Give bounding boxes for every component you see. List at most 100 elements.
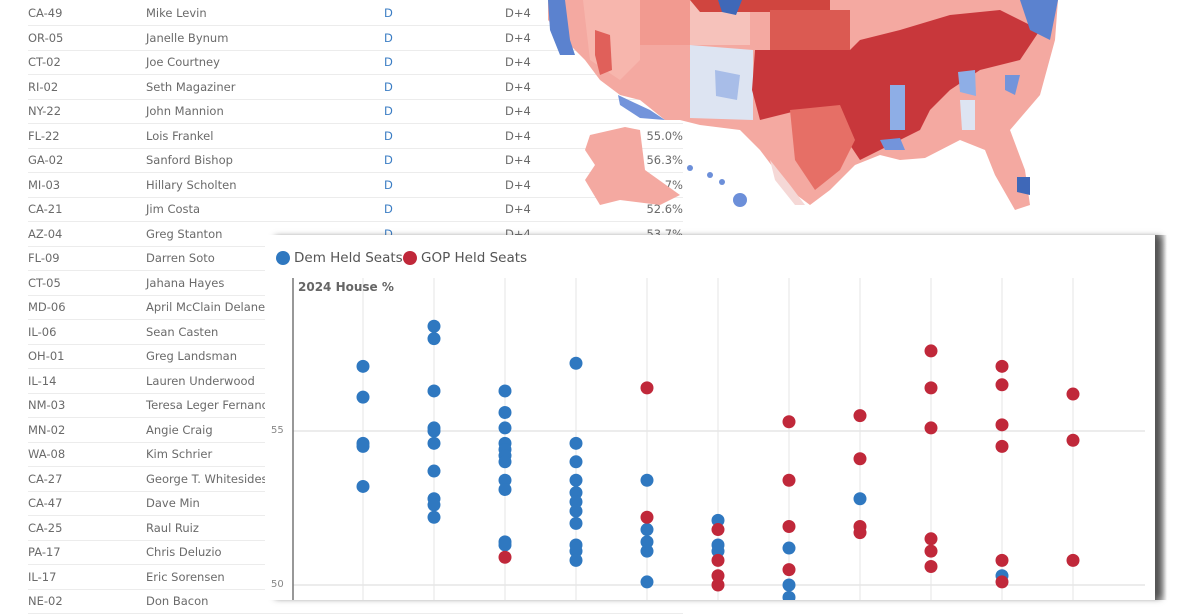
map-atlanta-blue: [958, 70, 976, 96]
legend-item-gop[interactable]: GOP Held Seats: [403, 250, 527, 266]
gop-data-point[interactable]: [711, 523, 725, 537]
gop-data-point[interactable]: [711, 578, 725, 592]
map-alaska: [585, 127, 680, 205]
gop-data-point[interactable]: [640, 381, 654, 395]
rating-cell: D+4: [505, 79, 531, 94]
gop-data-point[interactable]: [995, 378, 1009, 392]
table-row[interactable]: OR-05 Janelle Bynum D D+4: [28, 26, 683, 51]
dem-data-point[interactable]: [427, 436, 441, 450]
chart-panel: Dem Held Seats GOP Held Seats 2024 House…: [265, 235, 1155, 600]
dem-data-point[interactable]: [853, 492, 867, 506]
dem-data-point[interactable]: [569, 356, 583, 370]
gop-data-point[interactable]: [1066, 553, 1080, 567]
dem-data-point[interactable]: [498, 538, 512, 552]
dem-data-point[interactable]: [569, 455, 583, 469]
gop-data-point[interactable]: [924, 421, 938, 435]
map-louisiana-blue: [880, 138, 905, 150]
gop-data-point[interactable]: [995, 359, 1009, 373]
gop-data-point[interactable]: [640, 510, 654, 524]
dem-data-point[interactable]: [640, 575, 654, 589]
dem-data-point[interactable]: [640, 523, 654, 537]
dem-data-point[interactable]: [427, 319, 441, 333]
name-cell: Dave Min: [146, 496, 200, 510]
table-row[interactable]: NY-22 John Mannion D D+4: [28, 99, 683, 124]
gop-data-point[interactable]: [711, 569, 725, 583]
gop-data-point[interactable]: [853, 409, 867, 423]
table-row[interactable]: GA-02 Sanford Bishop D D+4 56.3%: [28, 148, 683, 173]
gop-data-point[interactable]: [995, 553, 1009, 567]
panel-shadow: [1155, 235, 1167, 600]
gop-data-point[interactable]: [995, 418, 1009, 432]
dem-data-point[interactable]: [427, 384, 441, 398]
district-cell: OH-01: [28, 349, 65, 363]
gop-data-point[interactable]: [924, 532, 938, 546]
dem-data-point[interactable]: [782, 578, 796, 592]
table-row[interactable]: RI-02 Seth Magaziner D D+4: [28, 75, 683, 100]
dem-data-point[interactable]: [356, 390, 370, 404]
dem-data-point[interactable]: [569, 553, 583, 567]
party-cell: D: [384, 226, 393, 241]
table-row[interactable]: FL-22 Lois Frankel D D+4 55.0%: [28, 124, 683, 149]
gop-data-point[interactable]: [924, 381, 938, 395]
district-cell: IL-17: [28, 569, 57, 584]
dem-data-point[interactable]: [498, 421, 512, 435]
dem-data-point[interactable]: [498, 473, 512, 487]
dem-data-point[interactable]: [711, 544, 725, 558]
gop-legend-dot-icon: [403, 251, 417, 265]
dem-data-point[interactable]: [640, 473, 654, 487]
gop-data-point[interactable]: [853, 452, 867, 466]
dem-data-point[interactable]: [356, 479, 370, 493]
dem-data-point[interactable]: [427, 464, 441, 478]
dem-data-point[interactable]: [569, 473, 583, 487]
gop-data-point[interactable]: [782, 415, 796, 429]
dem-data-point[interactable]: [569, 495, 583, 509]
gop-data-point[interactable]: [924, 544, 938, 558]
dem-data-point[interactable]: [498, 384, 512, 398]
dem-data-point[interactable]: [498, 455, 512, 469]
gop-data-point[interactable]: [782, 519, 796, 533]
dem-data-point[interactable]: [569, 544, 583, 558]
gop-data-point[interactable]: [924, 344, 938, 358]
gop-data-point[interactable]: [924, 560, 938, 574]
gop-data-point[interactable]: [498, 550, 512, 564]
dem-data-point[interactable]: [569, 504, 583, 518]
gop-data-point[interactable]: [995, 439, 1009, 453]
name-cell: Angie Craig: [146, 422, 213, 437]
dem-data-point[interactable]: [782, 541, 796, 555]
gop-data-point[interactable]: [853, 526, 867, 540]
table-row[interactable]: CT-02 Joe Courtney D D+4: [28, 50, 683, 75]
gop-data-point[interactable]: [1066, 387, 1080, 401]
party-cell: D: [384, 153, 393, 167]
dem-data-point[interactable]: [427, 424, 441, 438]
district-cell: NY-22: [28, 104, 62, 118]
dem-data-point[interactable]: [498, 483, 512, 497]
name-cell: Jim Costa: [146, 202, 201, 216]
dem-data-point[interactable]: [356, 439, 370, 453]
table-row[interactable]: CA-49 Mike Levin D D+4: [28, 1, 683, 26]
gop-data-point[interactable]: [782, 563, 796, 577]
dem-data-point[interactable]: [640, 535, 654, 549]
gop-data-point[interactable]: [995, 575, 1009, 589]
district-cell: OR-05: [28, 30, 64, 45]
dem-data-point[interactable]: [569, 486, 583, 500]
dem-data-point[interactable]: [569, 436, 583, 450]
y-tick-label: 50: [271, 579, 284, 590]
dem-data-point[interactable]: [640, 544, 654, 558]
dem-data-point[interactable]: [427, 510, 441, 524]
gop-data-point[interactable]: [1066, 433, 1080, 447]
map-georgia-light: [960, 100, 975, 130]
legend-item-dem[interactable]: Dem Held Seats: [276, 250, 403, 266]
dem-data-point[interactable]: [427, 332, 441, 346]
dem-data-point[interactable]: [427, 498, 441, 512]
gop-data-point[interactable]: [711, 553, 725, 567]
dem-data-point[interactable]: [498, 406, 512, 420]
party-cell: D: [384, 128, 393, 143]
dem-data-point[interactable]: [711, 513, 725, 527]
gop-data-point[interactable]: [782, 473, 796, 487]
table-row[interactable]: CA-21 Jim Costa D D+4 52.6%: [28, 197, 683, 222]
dem-data-point[interactable]: [782, 590, 796, 600]
dem-data-point[interactable]: [356, 359, 370, 373]
name-cell: Joe Courtney: [146, 55, 220, 69]
dem-data-point[interactable]: [569, 516, 583, 530]
